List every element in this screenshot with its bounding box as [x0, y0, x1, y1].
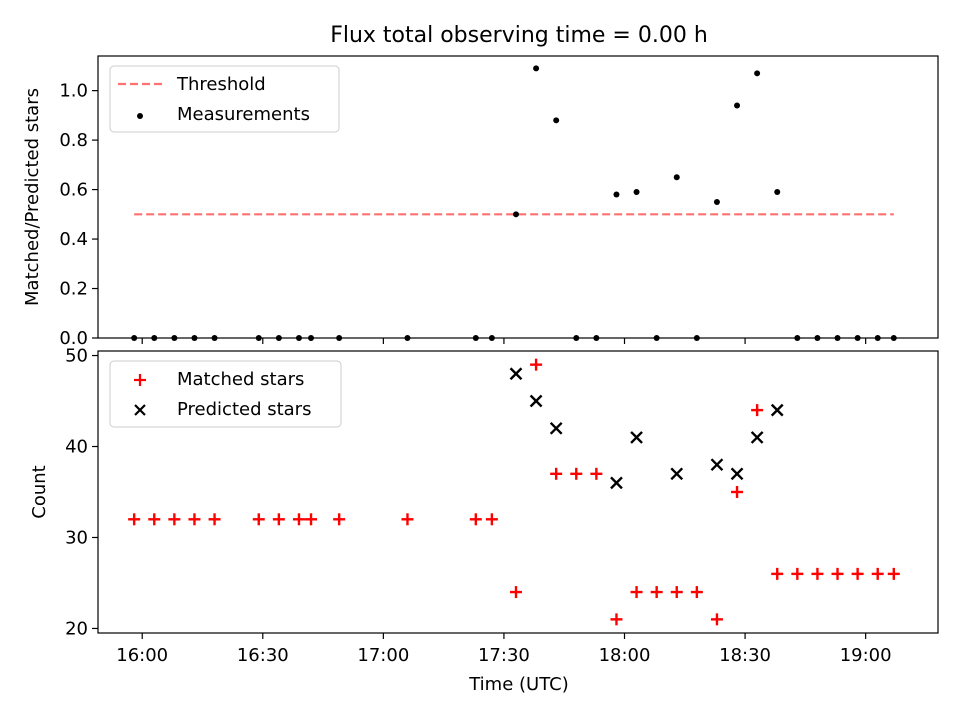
count-legend-box — [109, 360, 342, 428]
predicted-star-point — [670, 467, 684, 481]
ratio-panel: 0.0 0.2 0.4 0.6 0.8 1.0 Matched/Predicted sta… — [22, 55, 939, 349]
matched-star-point — [401, 513, 414, 526]
ratio-y-tick-label: 0.2 — [59, 279, 88, 300]
predicted-star-point — [549, 421, 563, 435]
measurement-point — [673, 174, 680, 181]
predicted-star-point — [750, 431, 764, 444]
measurement-point — [553, 117, 560, 124]
matched-star-point — [168, 513, 181, 526]
matched-star-point — [791, 567, 804, 580]
count-x-tick-label: 17:00 — [357, 645, 409, 666]
legend-threshold-label: Threshold — [176, 74, 266, 95]
matched-star-point — [509, 586, 522, 599]
measurement-point — [512, 211, 519, 218]
matched-star-point — [570, 467, 583, 480]
measurement-point — [533, 65, 540, 72]
x-axis-label: Time (UTC) — [468, 674, 569, 695]
matched-star-point — [550, 467, 563, 480]
matched-star-point — [851, 567, 864, 580]
count-y-tick-label: 50 — [65, 346, 88, 367]
measurement-point — [713, 198, 720, 205]
ratio-legend-box — [109, 65, 340, 133]
predicted-star-point — [730, 467, 744, 481]
legend-predicted-label: Predicted stars — [177, 399, 311, 420]
count-x-ticks: 16:00 16:30 17:00 17:30 18:00 18:30 19:00 — [116, 633, 892, 666]
matched-star-point — [530, 358, 543, 371]
matched-star-point — [272, 513, 285, 526]
matched-star-point — [710, 613, 723, 626]
predicted-star-point — [770, 403, 784, 417]
count-y-tick-label: 20 — [65, 618, 88, 639]
ratio-y-ticks: 0.0 0.2 0.4 0.6 0.8 1.0 — [59, 81, 98, 349]
matched-star-point — [690, 586, 703, 599]
measurement-point — [734, 102, 741, 109]
count-x-tick-label: 17:30 — [478, 645, 530, 666]
predicted-star-point — [610, 476, 623, 490]
predicted-star-point — [509, 367, 523, 381]
ratio-y-tick-label: 1.0 — [59, 81, 88, 102]
ratio-marks — [131, 65, 897, 341]
count-x-tick-label: 16:00 — [116, 645, 168, 666]
matched-star-point — [871, 567, 884, 580]
count-y-tick-label: 30 — [65, 527, 88, 548]
chart-title: Flux total observing time = 0.00 h — [330, 23, 708, 48]
measurement-legend-marker — [137, 113, 143, 119]
matched-star-point — [731, 486, 744, 498]
measurement-point — [613, 191, 620, 198]
matched-star-point — [751, 404, 764, 417]
matched-star-point — [590, 467, 603, 480]
matched-star-point — [485, 513, 498, 526]
ratio-y-tick-label: 0.0 — [59, 328, 88, 349]
ratio-y-tick-label: 0.6 — [59, 180, 88, 201]
count-y-tick-label: 40 — [65, 437, 88, 458]
ratio-x-ticks — [141, 338, 867, 344]
matched-star-point — [887, 567, 900, 580]
matched-star-point — [188, 513, 201, 526]
ratio-y-axis-label: Matched/Predicted stars — [22, 88, 43, 306]
count-plot-frame — [97, 350, 939, 634]
matched-star-point — [831, 567, 844, 580]
measurement-point — [754, 70, 761, 77]
matched-star-point — [305, 513, 318, 526]
matched-legend-marker — [134, 374, 146, 386]
measurement-point — [633, 189, 640, 196]
count-x-tick-label: 19:00 — [840, 645, 892, 666]
matched-star-point — [148, 513, 161, 526]
matched-star-point — [670, 586, 683, 599]
matched-star-point — [610, 613, 623, 626]
count-x-tick-label: 16:30 — [237, 645, 289, 666]
matched-star-point — [650, 586, 663, 599]
predicted-star-point — [529, 394, 543, 408]
count-x-tick-label: 18:00 — [599, 645, 651, 666]
ratio-legend: Threshold Measurements — [109, 65, 340, 133]
matched-star-point — [208, 513, 221, 526]
count-x-tick-label: 18:30 — [719, 645, 771, 666]
legend-matched-label: Matched stars — [177, 369, 304, 390]
matched-star-point — [333, 513, 346, 526]
matched-star-point — [469, 513, 482, 526]
ratio-y-tick-label: 0.8 — [59, 130, 88, 151]
count-marks — [128, 358, 900, 626]
matched-star-point — [252, 513, 265, 526]
count-y-axis-label: Count — [29, 465, 50, 518]
matched-star-point — [128, 513, 141, 526]
count-legend: Matched stars Predicted stars — [109, 360, 342, 428]
predicted-star-point — [630, 431, 643, 444]
matched-star-point — [292, 513, 305, 526]
matched-star-point — [771, 567, 784, 580]
ratio-y-tick-label: 0.4 — [59, 229, 88, 250]
matched-star-point — [630, 586, 643, 599]
predicted-legend-marker — [134, 404, 146, 416]
legend-measurements-label: Measurements — [177, 104, 310, 125]
matched-star-point — [811, 567, 824, 580]
predicted-star-point — [710, 458, 724, 472]
ratio-plot-frame — [97, 55, 939, 339]
measurement-point — [774, 189, 781, 196]
count-y-ticks: 20 30 40 50 — [65, 346, 98, 639]
